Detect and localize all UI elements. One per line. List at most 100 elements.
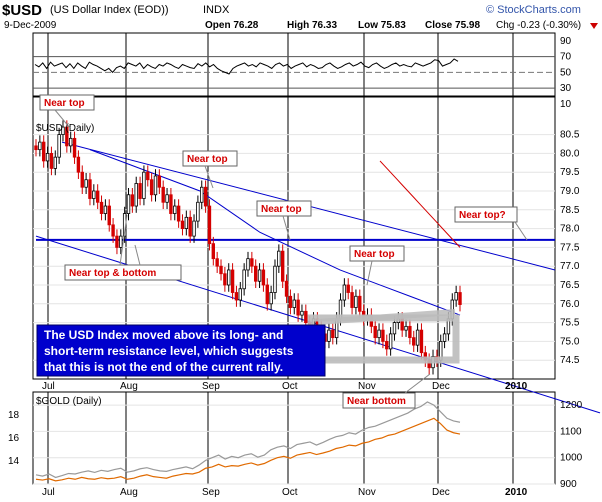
candle-body bbox=[388, 333, 393, 350]
candle-body bbox=[184, 216, 189, 230]
candle-body bbox=[373, 325, 377, 339]
indicator-tick-label: 30 bbox=[560, 83, 572, 94]
exchange-label: INDX bbox=[203, 4, 230, 16]
month-label: Nov bbox=[358, 381, 376, 392]
month-label: 2010 bbox=[505, 487, 528, 498]
candle-body bbox=[342, 284, 347, 301]
price-tick-label: 77.5 bbox=[560, 242, 580, 253]
month-label: Aug bbox=[120, 381, 138, 392]
candle-body bbox=[53, 156, 57, 169]
candle-body bbox=[95, 190, 100, 203]
price-tick-label: 80.5 bbox=[560, 130, 580, 141]
candle-body bbox=[227, 269, 231, 286]
candle-body bbox=[300, 310, 304, 316]
candle-body bbox=[354, 295, 358, 308]
candle-body bbox=[277, 250, 281, 267]
price-tick-label: 79.0 bbox=[560, 186, 580, 197]
symbol-title: $USD bbox=[2, 2, 42, 19]
candle-body bbox=[273, 265, 277, 293]
candle-body bbox=[153, 175, 158, 196]
candle-body bbox=[68, 137, 73, 147]
price-tick-label: 74.5 bbox=[560, 355, 580, 366]
candle-body bbox=[142, 171, 146, 199]
candle-body bbox=[284, 280, 289, 297]
candle-body bbox=[265, 284, 269, 305]
down-arrow-icon bbox=[590, 23, 598, 29]
commentary-line-3: that this is not the end of the current … bbox=[44, 360, 283, 374]
candle-body bbox=[346, 284, 350, 293]
candle-body bbox=[250, 258, 254, 267]
gold-panel-title: $GOLD (Daily) bbox=[36, 396, 102, 407]
candle-body bbox=[296, 299, 300, 316]
candle-body bbox=[49, 152, 54, 169]
candle-body bbox=[176, 205, 181, 222]
watermark: © StockCharts.com bbox=[486, 4, 581, 16]
candle-body bbox=[207, 205, 212, 245]
moving-average-long bbox=[379, 160, 461, 248]
candle-body bbox=[115, 235, 119, 248]
month-label: Dec bbox=[432, 487, 450, 498]
date-label: 9-Dec-2009 bbox=[4, 20, 57, 31]
candle-body bbox=[130, 194, 135, 207]
price-tick-label: 75.0 bbox=[560, 336, 580, 347]
moving-average-short bbox=[89, 149, 461, 316]
gold-right-tick-label: 1100 bbox=[560, 426, 582, 437]
indicator-line bbox=[34, 58, 459, 75]
near-bottom-callout: Near bottom bbox=[342, 373, 431, 409]
candle-body bbox=[84, 179, 88, 188]
change-value: Chg -0.23 (-0.30%) bbox=[496, 20, 581, 31]
candle-body bbox=[211, 243, 216, 260]
month-label: Sep bbox=[202, 487, 220, 498]
candle-body bbox=[442, 333, 447, 342]
candle-body bbox=[165, 194, 169, 203]
svg-text:Near top: Near top bbox=[261, 204, 302, 215]
candle-body bbox=[203, 186, 208, 207]
candle-body bbox=[138, 183, 142, 199]
candle-body bbox=[157, 175, 162, 188]
candle-body bbox=[200, 186, 204, 203]
candle-body bbox=[257, 269, 262, 282]
candle-body bbox=[419, 329, 424, 354]
month-label: Oct bbox=[282, 381, 298, 392]
candle-body bbox=[57, 134, 61, 158]
gold-right-tick-label: 1200 bbox=[560, 400, 583, 411]
price-tick-label: 77.0 bbox=[560, 261, 580, 272]
low-value: Low 75.83 bbox=[358, 20, 406, 31]
candle-body bbox=[385, 340, 389, 350]
candle-body bbox=[304, 310, 308, 324]
candle-body bbox=[180, 220, 185, 230]
gold-left-tick-label: 14 bbox=[8, 456, 20, 467]
candle-body bbox=[161, 186, 165, 203]
candle-body bbox=[280, 250, 285, 282]
price-tick-label: 76.5 bbox=[560, 280, 580, 291]
price-tick-label: 78.0 bbox=[560, 224, 580, 235]
commentary-line-1: The USD Index moved above its long- and bbox=[44, 328, 283, 342]
candle-body bbox=[34, 145, 38, 151]
candle-body bbox=[45, 152, 50, 162]
gold-left-tick-label: 18 bbox=[8, 410, 20, 421]
candle-body bbox=[458, 292, 462, 305]
candle-body bbox=[331, 329, 335, 339]
candle-body bbox=[169, 194, 173, 214]
month-label: Jul bbox=[42, 381, 55, 392]
candle-body bbox=[269, 292, 273, 305]
candle-body bbox=[219, 265, 223, 275]
candle-body bbox=[146, 171, 150, 181]
candle-body bbox=[192, 220, 196, 237]
candle-body bbox=[377, 329, 381, 339]
gold-right-tick-label: 1000 bbox=[560, 453, 583, 464]
candle-body bbox=[38, 141, 42, 151]
candle-body bbox=[107, 205, 111, 226]
candle-body bbox=[119, 235, 123, 248]
candle-body bbox=[99, 201, 104, 214]
indicator-panel bbox=[32, 32, 556, 97]
candle-body bbox=[261, 269, 266, 286]
candle-body bbox=[392, 322, 397, 335]
candle-body bbox=[196, 201, 200, 222]
candle-body bbox=[103, 205, 108, 214]
candle-body bbox=[188, 216, 192, 237]
price-tick-label: 80.0 bbox=[560, 148, 580, 159]
candle-body bbox=[215, 258, 219, 267]
